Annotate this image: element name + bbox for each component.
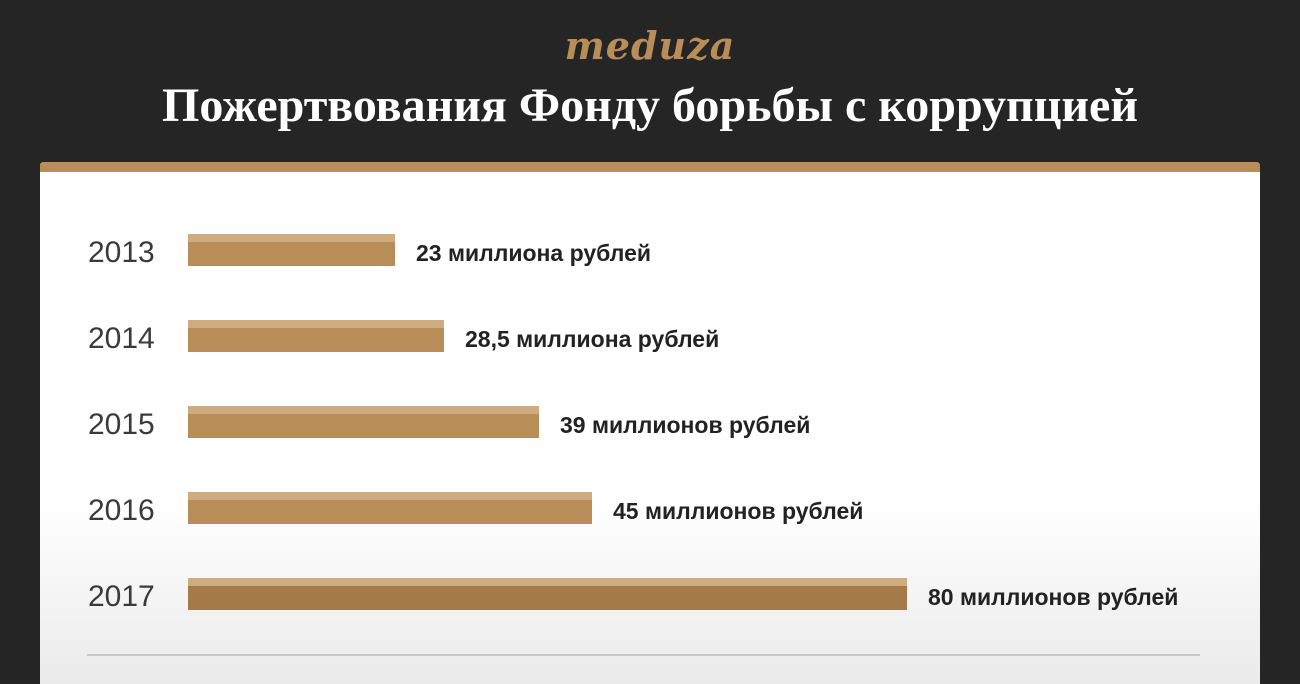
chart-baseline [87, 654, 1200, 656]
bar-2013 [188, 242, 395, 266]
value-label-2017: 80 миллионов рублей [928, 584, 1178, 610]
chart-title: Пожертвования Фонду борьбы с коррупцией [162, 79, 1138, 132]
bar-top-2017 [188, 578, 907, 586]
year-label-2017: 2017 [88, 580, 155, 613]
bar-row-2014: 2014 28,5 миллиона рублей [88, 320, 719, 355]
bar-row-2017: 2017 80 миллионов рублей [88, 578, 1178, 613]
bar-top-2015 [188, 406, 539, 414]
chart-card: 2013 23 миллиона рублей 2014 28,5 миллиона … [40, 162, 1260, 684]
value-label-2014: 28,5 миллиона рублей [465, 326, 719, 352]
bar-2016 [188, 500, 592, 524]
year-label-2015: 2015 [88, 408, 155, 441]
year-label-2013: 2013 [88, 236, 155, 269]
value-label-2016: 45 миллионов рублей [613, 498, 863, 524]
value-label-2013: 23 миллиона рублей [416, 240, 651, 266]
year-label-2016: 2016 [88, 494, 155, 527]
year-label-2014: 2014 [88, 322, 155, 355]
bar-row-2016: 2016 45 миллионов рублей [88, 492, 863, 527]
meduza-logo: meduza [564, 23, 736, 68]
bar-2015 [188, 414, 539, 438]
bar-top-2014 [188, 320, 444, 328]
bar-row-2015: 2015 39 миллионов рублей [88, 406, 810, 441]
bar-chart: 2013 23 миллиона рублей 2014 28,5 миллиона … [88, 234, 1178, 613]
bar-row-2013: 2013 23 миллиона рублей [88, 234, 651, 269]
bar-2017 [188, 586, 907, 610]
bar-top-2013 [188, 234, 395, 242]
bar-2014 [188, 328, 444, 352]
bar-top-2016 [188, 492, 592, 500]
value-label-2015: 39 миллионов рублей [560, 412, 810, 438]
